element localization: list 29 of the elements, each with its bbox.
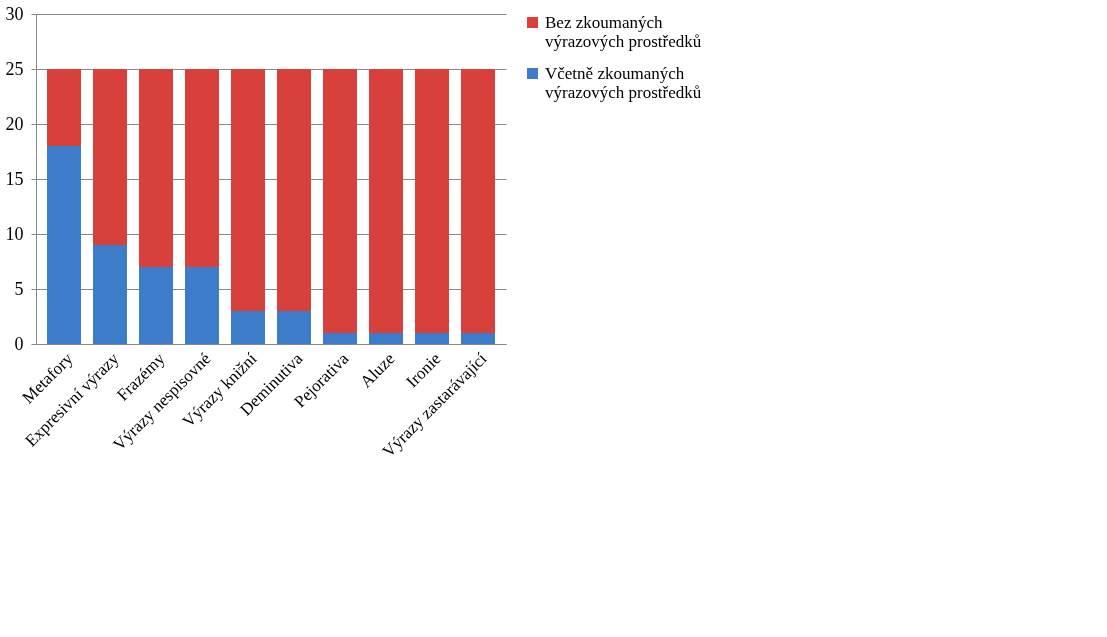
bar (277, 69, 311, 311)
bar (461, 333, 495, 344)
y-tick-label: 5 (14, 278, 24, 299)
bar (461, 69, 495, 333)
legend-label: Včetně zkoumaných výrazových prostředků (545, 63, 702, 102)
bar (47, 69, 81, 146)
bar (369, 333, 403, 344)
bar (231, 311, 265, 344)
bar (231, 69, 265, 311)
y-tick-label: 0 (14, 333, 24, 354)
bar (139, 69, 173, 267)
bar (277, 311, 311, 344)
legend-label: Bez zkoumaných výrazových prostředků (545, 12, 702, 51)
bar (93, 245, 127, 344)
bar (185, 267, 219, 344)
bar (139, 267, 173, 344)
y-tick-label: 30 (5, 3, 24, 24)
bar (185, 69, 219, 267)
bar (415, 333, 449, 344)
y-tick-label: 15 (5, 168, 24, 189)
y-tick-label: 25 (5, 58, 24, 79)
bar (323, 69, 357, 333)
bar (47, 146, 81, 344)
y-tick-label: 10 (5, 223, 24, 244)
bar (323, 333, 357, 344)
y-tick-label: 20 (5, 113, 24, 134)
bar (93, 69, 127, 245)
bar (369, 69, 403, 333)
bar (415, 69, 449, 333)
